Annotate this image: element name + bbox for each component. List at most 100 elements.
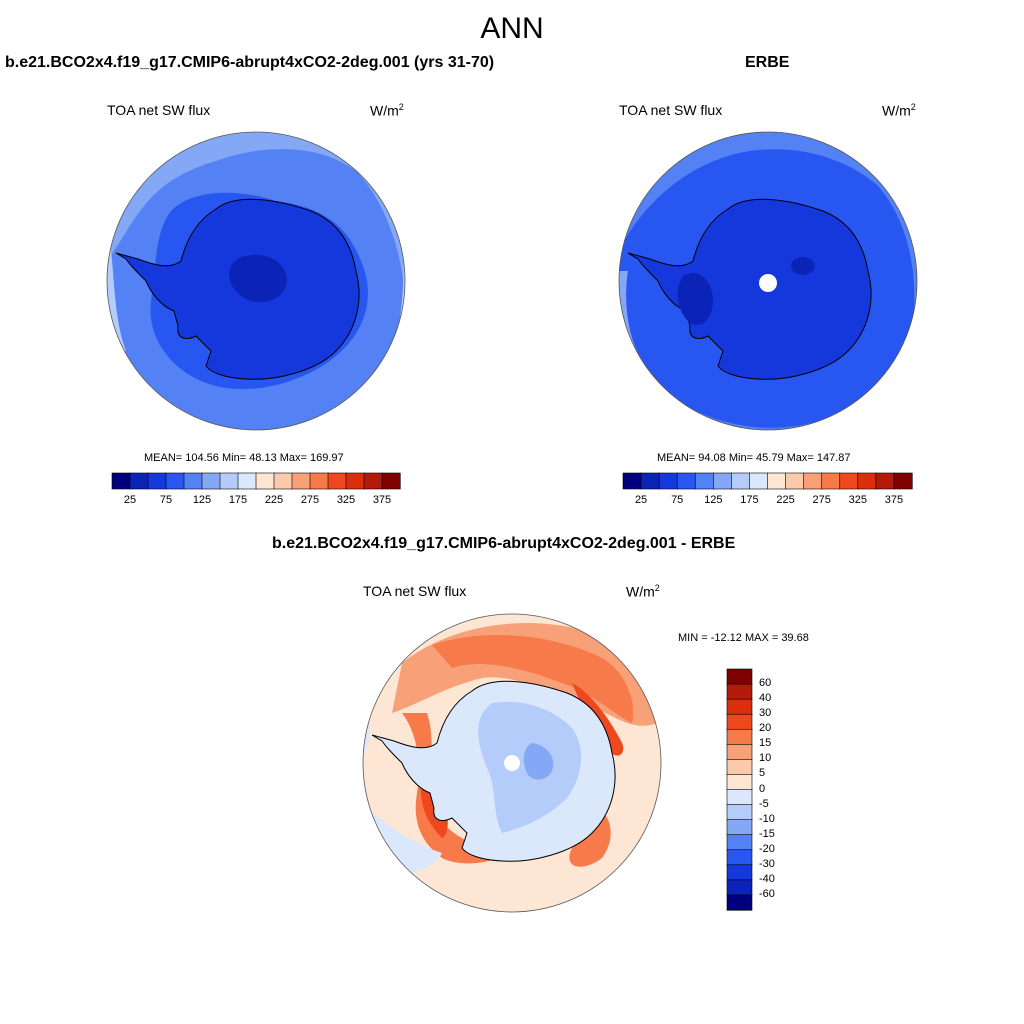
- panel-3-units: W/m2: [626, 583, 660, 600]
- colorbar-swatch: [640, 472, 660, 490]
- colorbar-tick-label: 375: [372, 494, 392, 506]
- colorbar-swatch: [726, 864, 753, 881]
- colorbar-tick-label: 10: [759, 752, 772, 765]
- colorbar-swatch: [309, 472, 329, 490]
- colorbar-swatch: [726, 849, 753, 866]
- panel-3-colorbar: [726, 668, 753, 911]
- colorbar-swatch: [893, 472, 913, 490]
- colorbar-swatch: [129, 472, 149, 490]
- colorbar-swatch: [345, 472, 365, 490]
- colorbar-tick-label: 125: [192, 494, 212, 506]
- colorbar-swatch: [785, 472, 805, 490]
- colorbar-swatch: [726, 804, 753, 821]
- figure-title: ANN: [480, 12, 544, 45]
- colorbar-swatch: [726, 668, 753, 685]
- colorbar-tick-label: -20: [759, 842, 775, 855]
- colorbar-swatch: [767, 472, 787, 490]
- panel-3-stats: MIN = -12.12 MAX = 39.68: [678, 632, 809, 644]
- colorbar-swatch: [839, 472, 859, 490]
- colorbar-swatch: [731, 472, 751, 490]
- colorbar-swatch: [726, 683, 753, 700]
- colorbar-swatch: [726, 744, 753, 760]
- colorbar-tick-label: 25: [123, 494, 137, 506]
- colorbar-tick-label: 60: [759, 677, 772, 690]
- panel-1-stats: MEAN= 104.56 Min= 48.13 Max= 169.97: [144, 452, 344, 464]
- panel-1-polar-map: [106, 131, 406, 431]
- colorbar-swatch: [327, 472, 347, 490]
- panel-2-units: W/m2: [882, 102, 916, 119]
- contour-band: [107, 221, 126, 351]
- colorbar-swatch: [622, 472, 642, 490]
- colorbar-swatch: [726, 819, 753, 836]
- colorbar-swatch: [821, 472, 841, 490]
- colorbar-tick-label: 40: [759, 692, 772, 705]
- panel-2-stats: MEAN= 94.08 Min= 45.79 Max= 147.87: [657, 452, 851, 464]
- colorbar-tick-label: -5: [759, 797, 769, 810]
- panel-1-colorbar: [111, 472, 401, 490]
- colorbar-swatch: [726, 759, 753, 776]
- colorbar-swatch: [237, 472, 257, 490]
- colorbar-tick-label: 175: [228, 494, 248, 506]
- colorbar-swatch: [381, 472, 401, 490]
- pole-hole: [759, 274, 777, 292]
- colorbar-tick-label: -40: [759, 872, 775, 885]
- colorbar-tick-label: 225: [264, 494, 284, 506]
- panel-2-polar-map: [618, 131, 918, 431]
- panel-1-title: b.e21.BCO2x4.f19_g17.CMIP6-abrupt4xCO2-2…: [5, 54, 495, 71]
- colorbar-swatch: [255, 472, 275, 490]
- colorbar-tick-label: 20: [759, 722, 772, 735]
- colorbar-swatch: [111, 472, 131, 490]
- colorbar-swatch: [291, 472, 311, 490]
- colorbar-tick-label: -15: [759, 827, 775, 840]
- map-border: [106, 131, 406, 431]
- panel-1-variable: TOA net SW flux: [107, 102, 211, 118]
- panel-3-variable: TOA net SW flux: [363, 583, 467, 599]
- colorbar-swatch: [713, 472, 732, 490]
- map-border: [362, 613, 662, 913]
- panel-1-units: W/m2: [370, 102, 404, 119]
- colorbar-tick-label: 0: [759, 782, 766, 795]
- coastline: [627, 198, 872, 380]
- colorbar-swatch: [183, 472, 203, 490]
- colorbar-tick-label: 275: [300, 494, 320, 506]
- colorbar-swatch: [726, 698, 753, 715]
- panel-2-colorbar: [622, 472, 913, 490]
- colorbar-tick-label: 275: [812, 494, 831, 506]
- colorbar-swatch: [219, 472, 239, 490]
- colorbar-tick-label: 325: [848, 494, 867, 506]
- colorbar-swatch: [857, 472, 877, 490]
- pole-hole: [504, 755, 520, 771]
- colorbar-swatch: [658, 472, 678, 490]
- colorbar-swatch: [726, 728, 753, 745]
- colorbar-swatch: [363, 472, 383, 490]
- colorbar-swatch: [726, 894, 753, 911]
- contour-band: [229, 255, 287, 303]
- colorbar-tick-label: -30: [759, 857, 775, 870]
- panel-2-title: ERBE: [745, 54, 790, 71]
- colorbar-swatch: [147, 472, 167, 490]
- colorbar-tick-label: -60: [759, 887, 775, 900]
- colorbar-swatch: [694, 472, 714, 490]
- colorbar-swatch: [726, 774, 753, 791]
- colorbar-tick-label: 75: [671, 494, 684, 506]
- contour-band: [791, 257, 815, 275]
- colorbar-tick-label: 15: [759, 737, 772, 750]
- colorbar-swatch: [273, 472, 293, 490]
- colorbar-swatch: [676, 472, 696, 490]
- panel-3-title: b.e21.BCO2x4.f19_g17.CMIP6-abrupt4xCO2-2…: [272, 535, 736, 552]
- colorbar-tick-label: 25: [634, 494, 648, 506]
- panel-3-polar-map: [362, 613, 662, 913]
- colorbar-swatch: [726, 834, 753, 851]
- colorbar-tick-label: 225: [776, 494, 795, 506]
- colorbar-swatch: [875, 472, 895, 490]
- colorbar-swatch: [749, 472, 769, 490]
- colorbar-tick-label: 5: [759, 767, 766, 780]
- colorbar-tick-label: 175: [740, 494, 759, 506]
- colorbar-swatch: [726, 789, 753, 806]
- colorbar-tick-label: -10: [759, 812, 775, 825]
- contour-band: [523, 743, 554, 780]
- colorbar-swatch: [165, 472, 185, 490]
- colorbar-swatch: [201, 472, 221, 490]
- colorbar-tick-label: 125: [704, 494, 723, 506]
- colorbar-tick-label: 375: [884, 494, 904, 506]
